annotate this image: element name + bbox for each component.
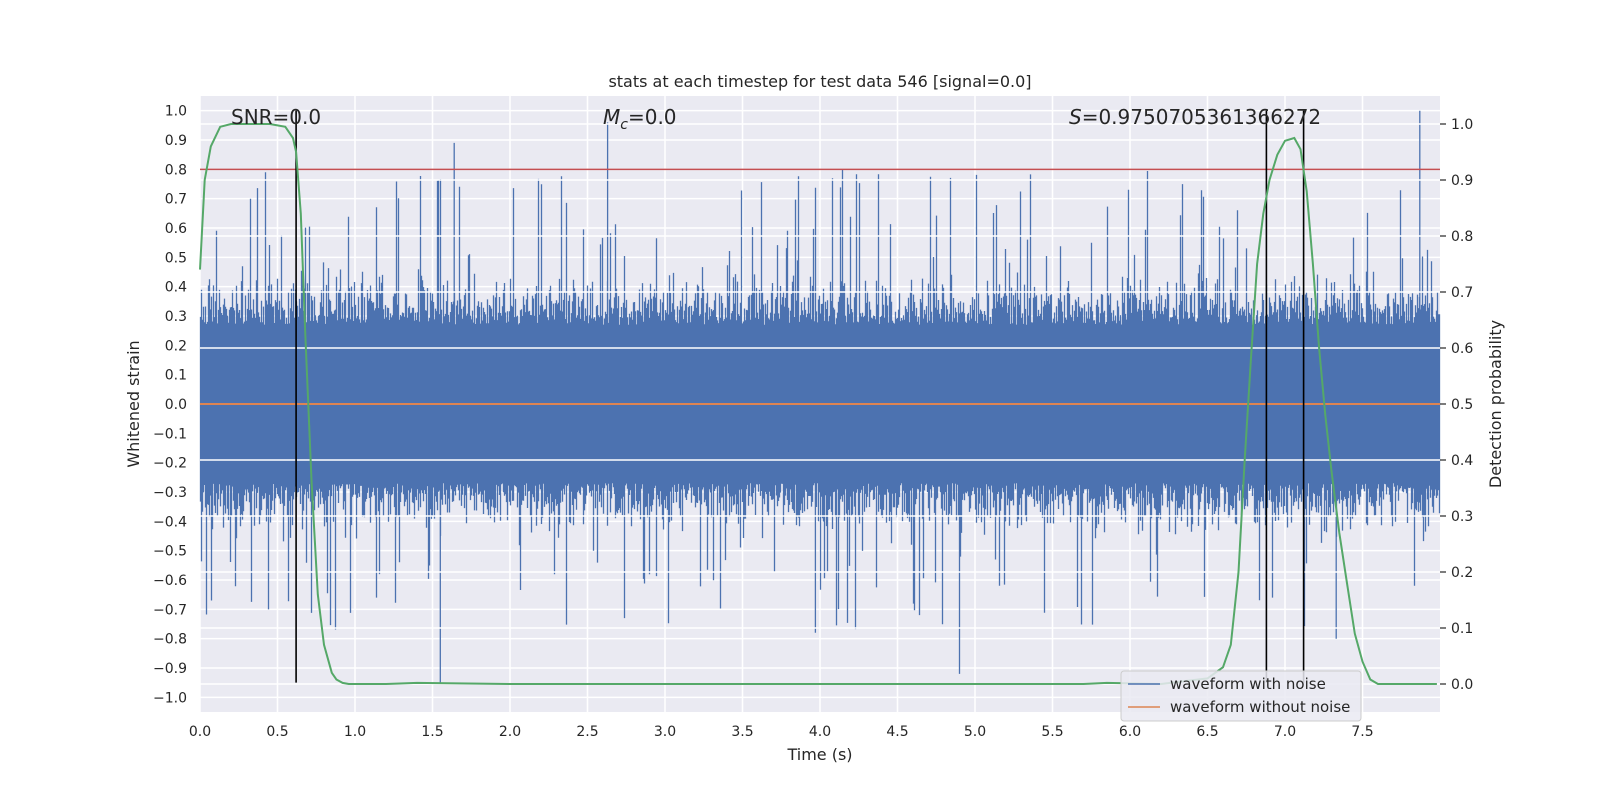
y-tick-label: −0.4	[153, 514, 187, 530]
y2-tick-label: 1.0	[1451, 117, 1473, 133]
x-tick-label: 4.5	[886, 724, 908, 740]
y-tick-label: 0.4	[165, 280, 187, 296]
chart-title: stats at each timestep for test data 546…	[608, 72, 1031, 91]
y-tick-label: −0.7	[153, 602, 187, 618]
y2-tick-label: 0.8	[1451, 229, 1473, 245]
y-tick-label: 1.0	[165, 104, 187, 120]
y-tick-label: 0.9	[165, 133, 187, 149]
y-tick-label: −0.6	[153, 573, 187, 589]
x-tick-label: 3.0	[654, 724, 676, 740]
annotation-snr: SNR=0.0	[231, 105, 321, 129]
y-tick-label: −0.5	[153, 544, 187, 560]
annotation-mc-value: =0.0	[628, 105, 677, 129]
y2-tick-label: 0.5	[1451, 397, 1473, 413]
x-tick-label: 4.0	[809, 724, 831, 740]
x-tick-label: 1.0	[344, 724, 366, 740]
y-tick-label: 0.1	[165, 368, 187, 384]
x-tick-label: 2.5	[576, 724, 598, 740]
y2-tick-label: 0.4	[1451, 453, 1473, 469]
x-tick-label: 5.0	[964, 724, 986, 740]
annotation-mc-sub: c	[620, 117, 628, 133]
y-tick-label: −1.0	[153, 690, 187, 706]
y-tick-label: −0.1	[153, 426, 187, 442]
y2-tick-label: 0.9	[1451, 173, 1473, 189]
x-tick-label: 2.0	[499, 724, 521, 740]
y-tick-label: −0.9	[153, 661, 187, 677]
overlay	[199, 110, 1440, 686]
x-axis-label: Time (s)	[786, 745, 852, 764]
annotation-mc-symbol: M	[603, 105, 620, 129]
y-tick-label: −0.3	[153, 485, 187, 501]
y2-tick-label: 0.2	[1451, 565, 1473, 581]
y2-tick-label: 0.7	[1451, 285, 1473, 301]
y2-tick-label: 0.1	[1451, 621, 1473, 637]
legend-label-waveform-without-noise: waveform without noise	[1170, 698, 1350, 716]
annotation-s-symbol: S	[1069, 105, 1082, 129]
legend-label-waveform-with-noise: waveform with noise	[1170, 675, 1326, 693]
y-tick-label: −0.8	[153, 632, 187, 648]
y2-tick-label: 0.6	[1451, 341, 1473, 357]
x-tick-label: 0.0	[189, 724, 211, 740]
x-tick-label: 6.0	[1119, 724, 1141, 740]
y-tick-label: −0.2	[153, 456, 187, 472]
y2-tick-label: 0.3	[1451, 509, 1473, 525]
legend: waveform with noise waveform without noi…	[1120, 670, 1362, 722]
x-tick-label: 3.5	[731, 724, 753, 740]
x-tick-label: 0.5	[266, 724, 288, 740]
x-tick-label: 7.0	[1274, 724, 1296, 740]
x-tick-label: 6.5	[1196, 724, 1218, 740]
legend-box	[1120, 670, 1362, 722]
y2-axis-label: Detection probability	[1486, 320, 1505, 488]
annotation-s-value: =0.9750705361366272	[1082, 105, 1321, 129]
y2-tick-label: 0.0	[1451, 677, 1473, 693]
y-tick-label: 0.6	[165, 221, 187, 237]
y-tick-label: 0.0	[165, 397, 187, 413]
y-tick-label: 0.2	[165, 338, 187, 354]
annotation-mc: Mc=0.0	[603, 105, 677, 133]
y-axis-label: Whitened strain	[124, 340, 143, 467]
y-tick-label: 0.3	[165, 309, 187, 325]
x-tick-label: 7.5	[1351, 724, 1373, 740]
x-tick-label: 5.5	[1041, 724, 1063, 740]
x-tick-label: 1.5	[421, 724, 443, 740]
y-tick-label: 0.5	[165, 250, 187, 266]
annotation-s: S=0.9750705361366272	[1069, 105, 1321, 129]
y-tick-label: 0.8	[165, 162, 187, 178]
y-tick-label: 0.7	[165, 192, 187, 208]
ticks: 0.0 0.5 1.0 1.5 2.0 2.5 3.0 3.5 4.0 4.5 5.0 5.5 6.0 6…	[153, 104, 1473, 740]
